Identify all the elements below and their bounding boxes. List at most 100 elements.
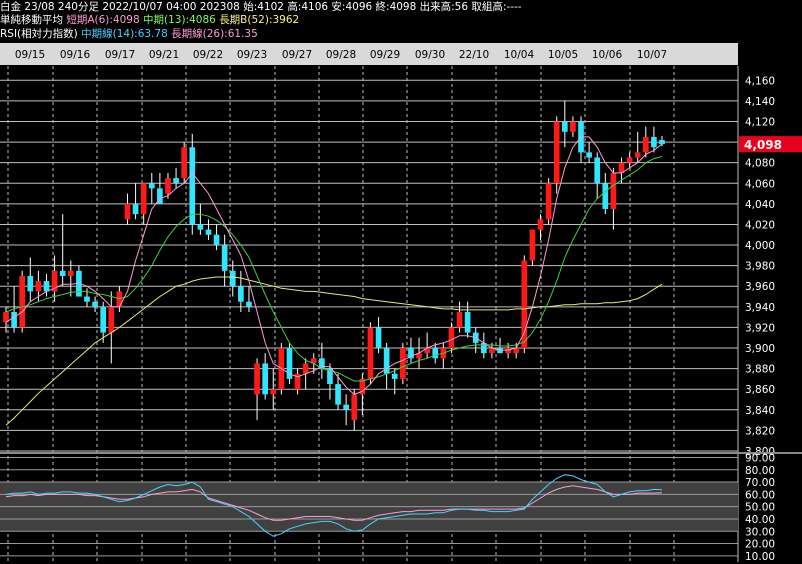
price-tick-label: 4,140: [745, 96, 775, 108]
candle-body: [351, 394, 358, 421]
candle-body: [448, 327, 455, 349]
date-label: 09/30: [415, 49, 445, 61]
rsi-tick-label: 90.00: [745, 452, 775, 464]
close-value: 終:4098: [375, 1, 417, 13]
candle-body: [383, 348, 390, 374]
sma-short-line: [5, 136, 663, 395]
candle-body: [319, 358, 325, 369]
candle-body: [497, 348, 503, 354]
candle-body: [302, 363, 309, 374]
candle-body: [618, 162, 625, 173]
rsi-tick-label: 20.00: [745, 539, 775, 551]
candle-body: [229, 270, 236, 287]
date-label: 09/22: [193, 49, 223, 61]
candle-body: [270, 389, 277, 395]
sma-mid-line: [5, 156, 663, 382]
price-tick-label: 3,860: [745, 384, 775, 396]
candle-body: [67, 270, 74, 276]
candle-body: [51, 270, 58, 292]
candle-body: [132, 203, 139, 215]
sma-mid-value: 中期(13):4086: [143, 14, 216, 26]
candle-body: [634, 152, 641, 158]
date-label: 10/06: [592, 49, 623, 61]
last-price-label: 4,098: [744, 138, 782, 152]
rsi-tick-label: 60.00: [745, 489, 775, 501]
rsi-tick-label: 10.00: [745, 551, 775, 563]
candle-body: [327, 368, 333, 385]
date-label: 09/23: [237, 49, 267, 61]
date-label: 10/04: [504, 49, 535, 61]
candle-body: [391, 373, 398, 379]
price-tick-label: 3,820: [745, 425, 775, 437]
price-tick-label: 4,120: [745, 116, 775, 128]
candle-body: [513, 348, 520, 354]
price-tick-label: 3,980: [745, 261, 775, 273]
sma-label: 単純移動平均: [0, 14, 63, 26]
price-tick-label: 4,000: [745, 240, 775, 252]
date-label: 09/27: [282, 49, 312, 61]
candle-body: [254, 363, 260, 395]
candle-body: [561, 121, 568, 132]
candle-body: [205, 229, 212, 235]
date-label: 09/21: [149, 49, 179, 61]
candle-body: [197, 224, 204, 230]
candle-body: [489, 348, 495, 354]
date-label: 09/15: [15, 49, 45, 61]
candle-body: [59, 270, 66, 276]
candle-body: [310, 358, 317, 364]
candle-body: [456, 311, 463, 328]
candle-body: [343, 404, 349, 410]
rsi-tick-label: 50.00: [745, 502, 775, 514]
candle-body: [262, 363, 268, 395]
rsi-label: RSI(相対力指数): [0, 28, 78, 40]
volume-value: 出来高:56: [419, 1, 469, 13]
candle-body: [11, 311, 17, 328]
candle-body: [408, 348, 414, 359]
candle-body: [108, 306, 115, 333]
rsi-tick-label: 70.00: [745, 477, 775, 489]
price-tick-label: 3,880: [745, 364, 775, 376]
candle-body: [464, 311, 471, 333]
candle-body: [505, 348, 511, 354]
candle-body: [610, 172, 617, 210]
price-tick-label: 4,060: [745, 178, 775, 190]
candle-body: [359, 378, 366, 395]
date-label: 09/17: [105, 49, 135, 61]
date-label: 10/07: [637, 49, 667, 61]
open-value: 始:4102: [243, 1, 284, 13]
rsi-tick-label: 40.00: [745, 514, 775, 526]
candle-body: [124, 203, 131, 220]
date-label: 09/29: [370, 49, 400, 61]
candle-body: [246, 301, 252, 307]
candle-body: [521, 260, 528, 349]
candle-body: [626, 157, 633, 163]
rsi-long-line: [5, 485, 663, 521]
candle-body: [432, 348, 439, 359]
candle-body: [529, 229, 536, 261]
open-interest-value: 取組高:----: [471, 1, 522, 13]
candle-body: [659, 140, 665, 145]
candle-body: [642, 136, 649, 153]
candle-body: [148, 183, 155, 189]
rsi-long-value: 長期線(26):61.35: [171, 28, 258, 40]
candle-body: [84, 296, 90, 302]
high-value: 高:4106: [287, 1, 329, 13]
candle-body: [367, 327, 374, 379]
sma-short-value: 短期A(6):4098: [66, 14, 140, 26]
candle-body: [189, 147, 196, 225]
candle-body: [165, 178, 171, 194]
sma-long-value: 長期B(52):3962: [219, 14, 300, 26]
candle-body: [92, 301, 98, 307]
price-tick-label: 4,080: [745, 158, 775, 170]
sma-long-line: [5, 276, 663, 426]
candle-body: [602, 183, 609, 210]
candle-body: [19, 275, 26, 328]
candle-body: [35, 281, 42, 292]
candle-body: [416, 353, 422, 359]
candle-body: [116, 291, 123, 307]
candle-body: [100, 306, 107, 333]
header-line-1: 白金 23/08 240分足 2022/10/07 04:00 202308 始…: [0, 0, 522, 14]
candle-body: [651, 136, 657, 148]
candle-body: [586, 152, 592, 158]
